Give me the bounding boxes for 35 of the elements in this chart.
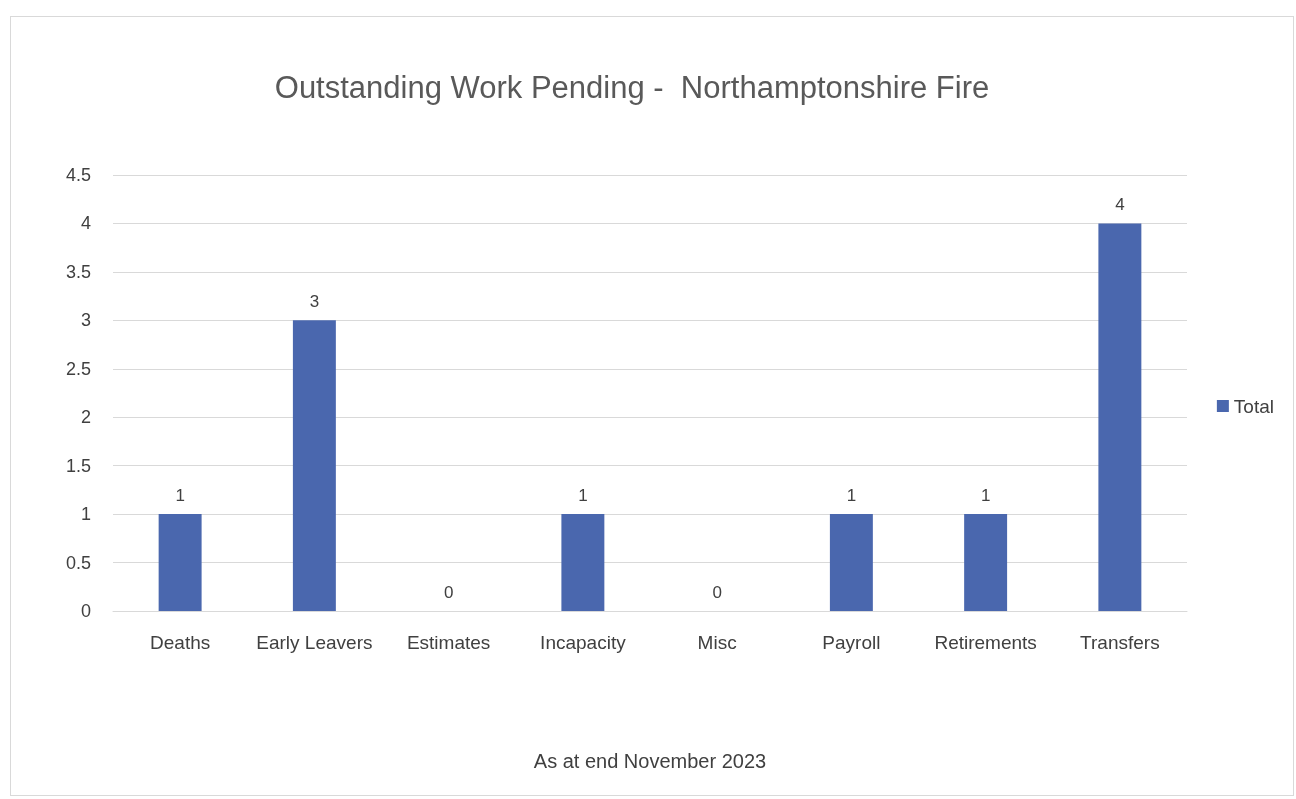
bar (829, 514, 873, 611)
legend-label: Total (1233, 395, 1275, 417)
y-tick-label: 3.5 (65, 261, 91, 282)
x-tick-label: Payroll (822, 632, 881, 653)
y-tick-label: 0.5 (65, 552, 91, 573)
x-tick-label: Incapacity (540, 632, 627, 653)
y-tick-label: 1.5 (65, 455, 91, 476)
chart-title: Outstanding Work Pending - Northamptonshire Fire (274, 70, 990, 105)
data-label: 1 (846, 486, 857, 506)
bar (561, 514, 605, 611)
data-label: 1 (578, 486, 588, 506)
x-axis-title: As at end November 2023 (533, 750, 767, 772)
y-tick-label: 2 (80, 407, 91, 428)
data-label: 1 (175, 486, 185, 506)
bar (1098, 223, 1142, 611)
y-tick-label: 3 (80, 310, 91, 331)
y-tick-label: 4.5 (65, 165, 91, 185)
y-tick-label: 2.5 (65, 358, 91, 379)
y-tick-label: 0 (80, 601, 91, 621)
data-label: 4 (1115, 195, 1125, 215)
data-label: 3 (309, 292, 320, 312)
data-label: 0 (712, 583, 722, 602)
y-tick-label: 4 (80, 213, 91, 234)
data-label: 1 (980, 486, 991, 506)
bar (292, 320, 336, 611)
x-tick-label: Retirements (934, 632, 1037, 653)
y-tick-label: 1 (80, 504, 91, 525)
bar (964, 514, 1008, 611)
x-tick-label: Transfers (1080, 632, 1160, 653)
x-tick-label: Estimates (406, 632, 491, 653)
x-tick-label: Misc (697, 632, 737, 653)
data-label: 0 (443, 583, 454, 602)
x-tick-label: Deaths (150, 632, 211, 653)
bar (158, 514, 202, 611)
x-tick-label: Early Leavers (256, 632, 373, 653)
